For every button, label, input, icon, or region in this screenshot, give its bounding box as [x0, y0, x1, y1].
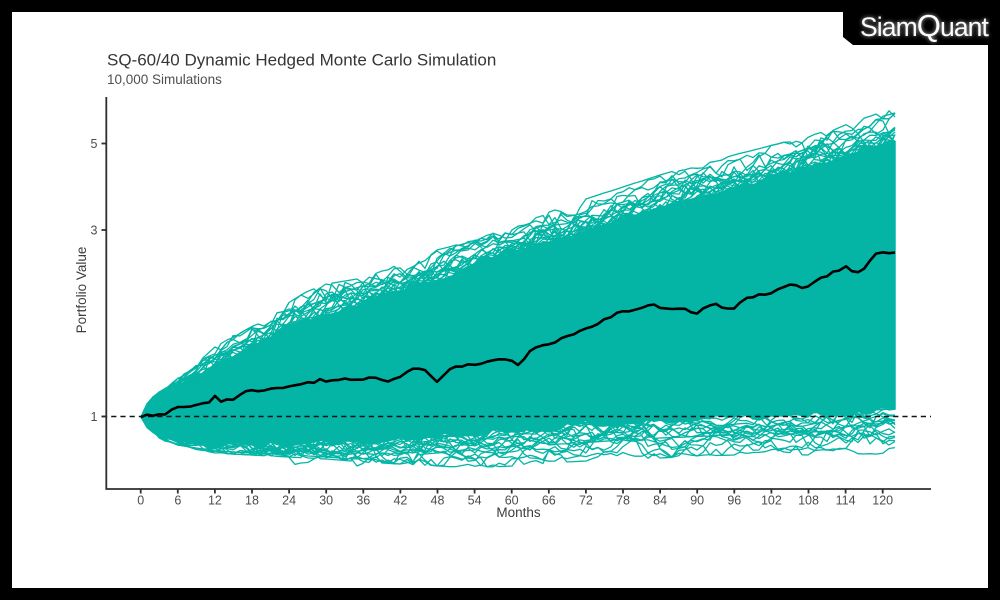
svg-text:108: 108 — [798, 494, 819, 508]
svg-text:72: 72 — [579, 494, 593, 508]
svg-text:48: 48 — [431, 494, 445, 508]
svg-text:24: 24 — [282, 494, 296, 508]
svg-text:SiamQuant: SiamQuant — [860, 8, 990, 43]
svg-text:3: 3 — [91, 223, 98, 237]
svg-text:18: 18 — [245, 494, 259, 508]
svg-text:90: 90 — [690, 494, 704, 508]
svg-text:30: 30 — [319, 494, 333, 508]
svg-text:60: 60 — [505, 494, 519, 508]
svg-text:84: 84 — [653, 494, 667, 508]
svg-text:120: 120 — [872, 494, 893, 508]
svg-text:102: 102 — [761, 494, 782, 508]
svg-text:Months: Months — [496, 505, 541, 520]
svg-text:42: 42 — [393, 494, 407, 508]
svg-text:1: 1 — [91, 410, 98, 424]
svg-text:12: 12 — [208, 494, 222, 508]
svg-text:66: 66 — [542, 494, 556, 508]
svg-text:10,000 Simulations: 10,000 Simulations — [107, 72, 222, 87]
svg-text:78: 78 — [616, 494, 630, 508]
svg-text:36: 36 — [356, 494, 370, 508]
svg-text:SiamQuant: SiamQuant — [860, 8, 990, 43]
svg-text:54: 54 — [468, 494, 482, 508]
svg-text:96: 96 — [727, 494, 741, 508]
svg-text:Portfolio Value: Portfolio Value — [74, 247, 89, 334]
svg-text:0: 0 — [137, 494, 144, 508]
svg-text:5: 5 — [91, 137, 98, 151]
svg-text:114: 114 — [836, 494, 856, 508]
svg-text:SQ-60/40 Dynamic Hedged Monte: SQ-60/40 Dynamic Hedged Monte Carlo Simu… — [107, 51, 496, 70]
svg-text:6: 6 — [174, 494, 181, 508]
